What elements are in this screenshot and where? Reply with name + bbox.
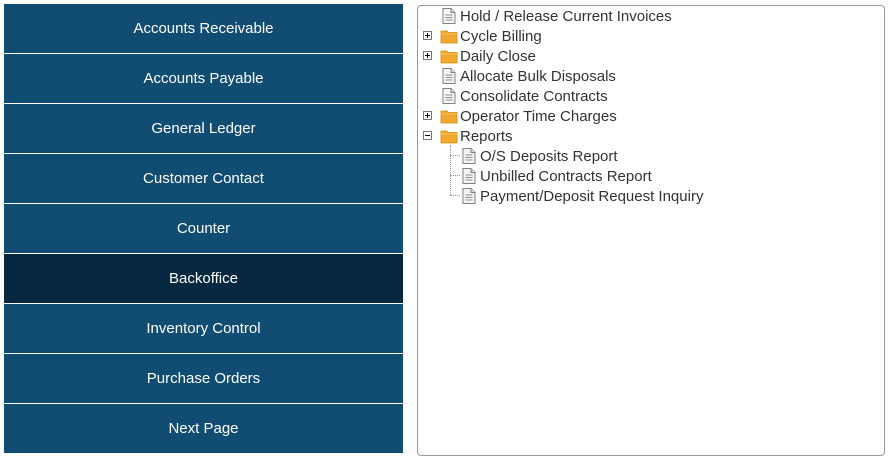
expand-toggle[interactable] [423, 31, 432, 40]
tree-node-allocate-bulk-disposals[interactable]: Allocate Bulk Disposals [440, 66, 616, 86]
tree-node-label: Reports [460, 127, 513, 145]
document-icon [442, 88, 456, 104]
tree-node-reports[interactable]: Reports [440, 126, 513, 146]
document-icon [462, 168, 476, 184]
tree-node-hold-release-current-invoices[interactable]: Hold / Release Current Invoices [440, 6, 672, 26]
tree-node-label: O/S Deposits Report [480, 147, 618, 165]
tree-node-os-deposits-report[interactable]: O/S Deposits Report [460, 146, 618, 166]
tree-connector [450, 175, 460, 176]
folder-icon [440, 50, 458, 64]
menu-button-general-ledger[interactable]: General Ledger [4, 104, 403, 153]
tree-node-consolidate-contracts[interactable]: Consolidate Contracts [440, 86, 608, 106]
tree-node-label: Unbilled Contracts Report [480, 167, 652, 185]
folder-icon [440, 110, 458, 124]
folder-icon [440, 30, 458, 44]
tree-node-label: Cycle Billing [460, 27, 542, 45]
tree-node-label: Daily Close [460, 47, 536, 65]
expand-toggle[interactable] [423, 111, 432, 120]
tree-node-label: Operator Time Charges [460, 107, 617, 125]
tree-node-label: Payment/Deposit Request Inquiry [480, 187, 704, 205]
document-icon [462, 148, 476, 164]
document-icon [462, 188, 476, 204]
tree-node-unbilled-contracts-report[interactable]: Unbilled Contracts Report [460, 166, 652, 186]
module-menu: Accounts Receivable Accounts Payable Gen… [4, 4, 403, 454]
menu-button-purchase-orders[interactable]: Purchase Orders [4, 354, 403, 403]
menu-button-counter[interactable]: Counter [4, 204, 403, 253]
expand-toggle[interactable] [423, 51, 432, 60]
tree-connector [450, 145, 451, 195]
menu-button-accounts-receivable[interactable]: Accounts Receivable [4, 4, 403, 53]
tree-node-operator-time-charges[interactable]: Operator Time Charges [440, 106, 617, 126]
tree-node-daily-close[interactable]: Daily Close [440, 46, 536, 66]
menu-button-backoffice[interactable]: Backoffice [4, 254, 403, 303]
tree-connector [450, 155, 460, 156]
tree-node-label: Allocate Bulk Disposals [460, 67, 616, 85]
document-icon [442, 8, 456, 24]
document-icon [442, 68, 456, 84]
tree-connector [450, 195, 460, 196]
tree-node-label: Consolidate Contracts [460, 87, 608, 105]
tree-node-cycle-billing[interactable]: Cycle Billing [440, 26, 542, 46]
collapse-toggle[interactable] [423, 131, 432, 140]
tree-node-payment-deposit-request-inquiry[interactable]: Payment/Deposit Request Inquiry [460, 186, 703, 206]
folder-icon [440, 130, 458, 144]
backoffice-tree: Hold / Release Current Invoices Cycle Bi… [417, 5, 885, 456]
menu-button-inventory-control[interactable]: Inventory Control [4, 304, 403, 353]
menu-button-next-page[interactable]: Next Page [4, 404, 403, 453]
menu-button-accounts-payable[interactable]: Accounts Payable [4, 54, 403, 103]
tree-node-label: Hold / Release Current Invoices [460, 7, 672, 25]
menu-button-customer-contact[interactable]: Customer Contact [4, 154, 403, 203]
